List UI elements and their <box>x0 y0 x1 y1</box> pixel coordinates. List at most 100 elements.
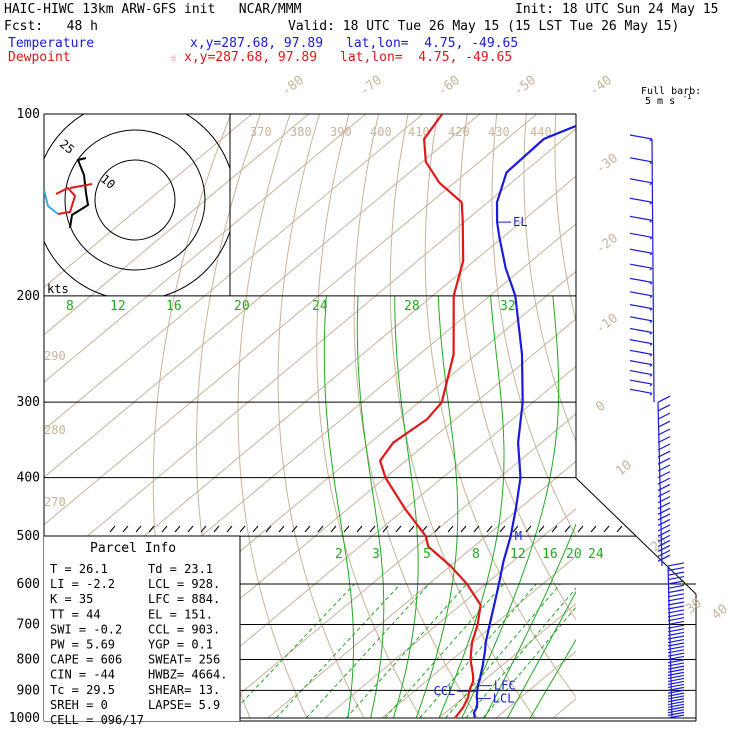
dry-adiabat-label: 400 <box>370 125 392 139</box>
wind-barb-flag <box>667 597 685 602</box>
freezing-level-tick <box>408 525 415 533</box>
dry-adiabat-line <box>353 114 479 719</box>
wind-barb-flag <box>629 215 653 221</box>
barb-legend-line2: 5 m s <box>645 96 675 107</box>
moist-adiabat-label: 32 <box>500 299 516 314</box>
hodograph-ring-label-25: 25 <box>57 137 77 157</box>
temperature-legend-xy: x,y=287.68, 97.89 <box>190 36 324 51</box>
isotherm-line <box>210 413 576 719</box>
dry-adiabat-label: 380 <box>290 125 312 139</box>
init-time: Init: 18 UTC Sun 24 May 15 <box>515 2 719 17</box>
isotherm-label: -80 <box>279 73 307 99</box>
wind-barb-flag <box>667 605 685 610</box>
wind-barb-staff <box>651 138 655 403</box>
isotherm-line <box>324 508 576 719</box>
forecast-hour: Fcst: 48 h <box>4 19 98 34</box>
mixing-ratio-label: 24 <box>588 547 604 562</box>
pressure-label: 700 <box>17 617 40 632</box>
freezing-level-tick <box>525 525 532 533</box>
wind-barb-flag <box>657 529 671 537</box>
freezing-level-tick <box>382 525 389 533</box>
isotherm-line <box>438 603 576 719</box>
isotherm-line <box>44 114 367 383</box>
parcel-row-right: EL = 151. <box>148 607 213 621</box>
moist-adiabat-label: 8 <box>66 299 74 314</box>
level-annotations: EL M LFC CCL LCL <box>434 215 528 705</box>
annotation-lcl: LCL <box>493 691 515 705</box>
parcel-row-left: T = 26.1 <box>50 562 108 576</box>
wind-barb-flag <box>667 562 685 567</box>
moist-adiabat-label: 24 <box>312 299 328 314</box>
freezing-level-tick <box>512 525 519 533</box>
hodograph-units: kts <box>47 282 69 296</box>
wind-barb-flag <box>657 502 671 510</box>
star-icon: ☆ <box>170 51 177 64</box>
dry-adiabat-line <box>674 114 740 718</box>
wind-barb-staff <box>657 402 663 566</box>
dry-adiabat-label: 410 <box>408 125 430 139</box>
wind-barb-flag <box>667 709 685 714</box>
wind-barb-flag <box>667 589 685 594</box>
freezing-level-tick <box>577 525 584 533</box>
dry-adiabat-label: 280 <box>44 423 66 437</box>
dry-adiabat-line <box>523 114 576 443</box>
wind-barb-flag <box>657 539 671 548</box>
barb-legend-line1: Full barb: <box>641 86 701 97</box>
moist-adiabat-line <box>506 590 576 719</box>
wind-barb-flag <box>667 700 685 706</box>
freezing-level-tick <box>564 525 571 533</box>
dry-adiabat-line <box>237 114 308 719</box>
wind-barb-flag <box>629 339 653 345</box>
mixing-ratio-line <box>305 583 430 719</box>
mixing-ratio-line <box>419 583 537 719</box>
wind-barb-flag <box>629 291 653 297</box>
wind-barb-flag <box>657 420 671 428</box>
wind-barb-flag <box>657 524 671 532</box>
dry-adiabat-line <box>615 114 740 718</box>
wind-barb-flag <box>657 544 671 552</box>
dry-adiabat-line <box>554 114 576 323</box>
isotherm-line <box>44 114 424 431</box>
wind-barb-flag <box>657 395 671 403</box>
wind-barb-flag <box>667 580 685 585</box>
parcel-row-left: K = 35 <box>50 592 93 606</box>
wind-barb-flag <box>667 698 685 703</box>
dewpoint-profile-line <box>378 114 482 719</box>
wind-barb-flag <box>629 327 653 334</box>
wind-barb-flag <box>667 617 685 622</box>
diagram-grid <box>44 114 740 719</box>
parcel-row-left: CAPE = 606 <box>50 653 122 667</box>
freezing-level-tick <box>291 525 298 533</box>
isotherm-label: 30 <box>683 596 705 617</box>
wind-barb-flag <box>667 714 685 719</box>
moist-adiabat-label: 28 <box>404 299 420 314</box>
isotherm-label: -20 <box>593 231 621 257</box>
pressure-label: 900 <box>17 683 40 698</box>
mixing-ratio-label: 2 <box>335 547 343 562</box>
sounding-series <box>378 114 576 719</box>
isotherm-line <box>153 365 576 719</box>
wind-barb-flag <box>667 711 685 716</box>
dry-adiabat-line <box>316 114 422 719</box>
mixing-ratio-label: 8 <box>472 547 480 562</box>
wind-barb-flag <box>629 232 653 238</box>
wind-barb-flag <box>657 404 671 412</box>
mixing-ratio-label: 3 <box>372 547 380 562</box>
mixing-ratio-line <box>227 583 355 719</box>
isotherm-line <box>44 114 310 336</box>
freezing-level-tick <box>499 525 506 533</box>
wind-barb-flag <box>657 518 671 527</box>
hodograph <box>44 114 230 296</box>
freezing-level-tick <box>122 525 129 533</box>
parcel-row-left: PW = 5.69 <box>50 638 115 652</box>
pressure-label: 600 <box>17 577 40 592</box>
pressure-label: 800 <box>17 652 40 667</box>
parcel-row-left: CELL = 096/17 <box>50 713 144 727</box>
dry-adiabat-line <box>491 114 576 538</box>
moist-adiabat-label: 20 <box>234 299 250 314</box>
freezing-level-tick <box>174 525 181 533</box>
pressure-label: 400 <box>17 471 40 486</box>
wind-barb-flag <box>667 624 685 629</box>
hodograph-trace-mid <box>69 183 93 189</box>
